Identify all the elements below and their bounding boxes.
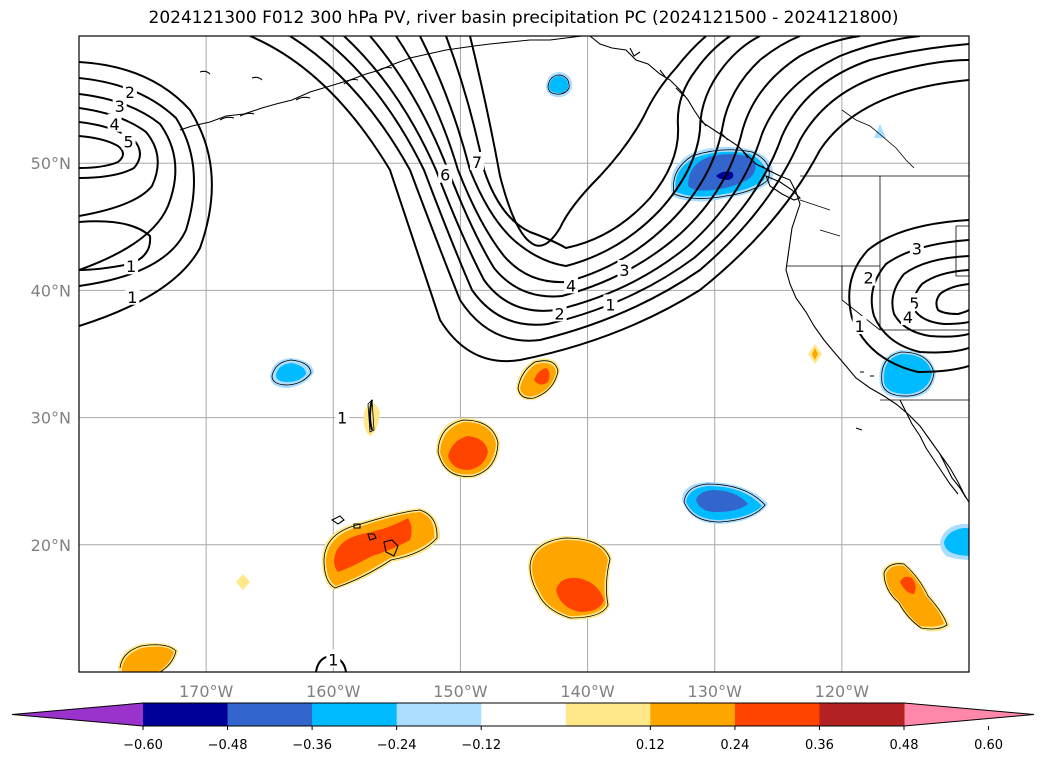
precip-blob-subtropical-blue [682,482,768,524]
contour-label: 2 [555,304,565,323]
colorbar-extend-max [904,703,1034,726]
colorbar-swatch [227,703,313,726]
latitude-labels: 20°N 30°N 40°N 50°N [31,154,71,555]
colorbar-tick-label: 0.12 [636,738,665,753]
contour-label: 4 [110,115,120,134]
colorbar-extend-min [12,703,143,726]
contour-label: 6 [440,166,450,185]
lon-tick-label: 150°W [433,682,488,701]
contour-label: 1 [337,409,347,428]
precip-speck-157w [363,403,380,436]
contour-label: 1 [328,650,338,669]
colorbar-tick-label: −0.48 [208,738,248,753]
precip-speck-122w-core [812,348,818,360]
colorbar-swatch [481,703,567,726]
colorbar-swatch [396,703,482,726]
contour-label: 2 [125,83,135,102]
precip-blob-pnw [670,146,774,202]
precip-blob-orange-27n [436,418,500,479]
precip-blob-orange-17n [528,536,612,620]
contour-label: 1 [127,288,137,307]
precip-blob-orange-southwest [118,642,178,672]
colorbar-tick-label: −0.36 [292,738,332,753]
contour-label: 3 [115,97,125,116]
colorbar: −0.60 −0.48 −0.36 −0.24 −0.12 0.12 0.24 0.36 0.4… [11,702,1035,753]
precip-blob-hawaii [322,508,440,590]
colorbar-tick-label: −0.12 [461,738,501,753]
contour-label-bg [124,256,139,275]
contour-label: 3 [619,261,629,280]
contour-label-bg [335,407,350,426]
contour-label: 5 [909,294,919,313]
contour-label-bg [907,293,922,312]
contour-label-bg [603,294,618,313]
lon-tick-label: 120°W [815,682,870,701]
contour-label-bg [617,260,632,279]
precip-blob-canada-tiny [874,124,886,138]
precip-blob-orange-baja [882,561,950,632]
contour-label: 7 [472,153,482,172]
precip-speck-167w [236,574,250,590]
contour-label-bg [112,95,127,114]
contour-label-bg [861,267,876,286]
lat-tick-label: 50°N [31,154,71,173]
contour-label-bg [909,238,924,257]
longitude-labels: 170°W 160°W 150°W 140°W 130°W 120°W [179,682,869,701]
precip-blob-mexico-west [940,524,969,560]
colorbar-tick-label: 0.48 [890,738,919,753]
lat-tick-label: 20°N [31,536,71,555]
colorbar-tick-label: 0.60 [974,738,1003,753]
contour-label: 5 [123,133,133,152]
lon-tick-label: 160°W [306,682,361,701]
colorbar-tick-label: 0.36 [805,738,834,753]
contour-label-bg [900,307,915,326]
colorbar-tick-label: 0.24 [720,738,749,753]
lat-tick-label: 30°N [31,409,71,428]
coastlines [179,36,969,557]
contour-label: 1 [605,295,615,314]
colorbar-swatch [734,703,820,726]
contour-label-bg [326,649,341,668]
contour-label: 4 [566,276,576,295]
contour-label: 1 [126,257,136,276]
colorbar-swatch [565,703,651,726]
lon-tick-label: 170°W [179,682,234,701]
colorbar-tick-label: −0.24 [377,738,417,753]
colorbar-swatch [143,703,229,726]
precip-anomalies [118,72,969,672]
contour-label-bg [121,131,136,150]
contour-label-bg [438,164,453,183]
contour-label-bg [564,275,579,294]
contour-label: 1 [855,317,865,336]
contour-label-bg [852,316,867,335]
colorbar-tick-label: −0.60 [123,738,163,753]
lat-tick-label: 40°N [31,281,71,300]
map-frame [78,35,970,673]
contour-label-bg [552,303,567,322]
contour-label-bg [125,286,140,305]
lon-tick-label: 140°W [560,682,615,701]
colorbar-swatch [650,703,736,726]
map-title: 2024121300 F012 300 hPa PV, river basin … [148,8,899,28]
contour-label-bg [107,113,122,132]
lon-tick-label: 130°W [688,682,743,701]
colorbar-swatch [819,703,905,726]
contour-label-bg [469,151,484,170]
precip-blob-north-small [546,72,573,98]
political-boundaries [786,109,969,401]
contour-label: 2 [863,269,873,288]
contour-label-bg [122,81,137,100]
colorbar-swatch [312,703,398,726]
contour-label: 3 [912,239,922,258]
contour-label: 4 [903,308,913,327]
